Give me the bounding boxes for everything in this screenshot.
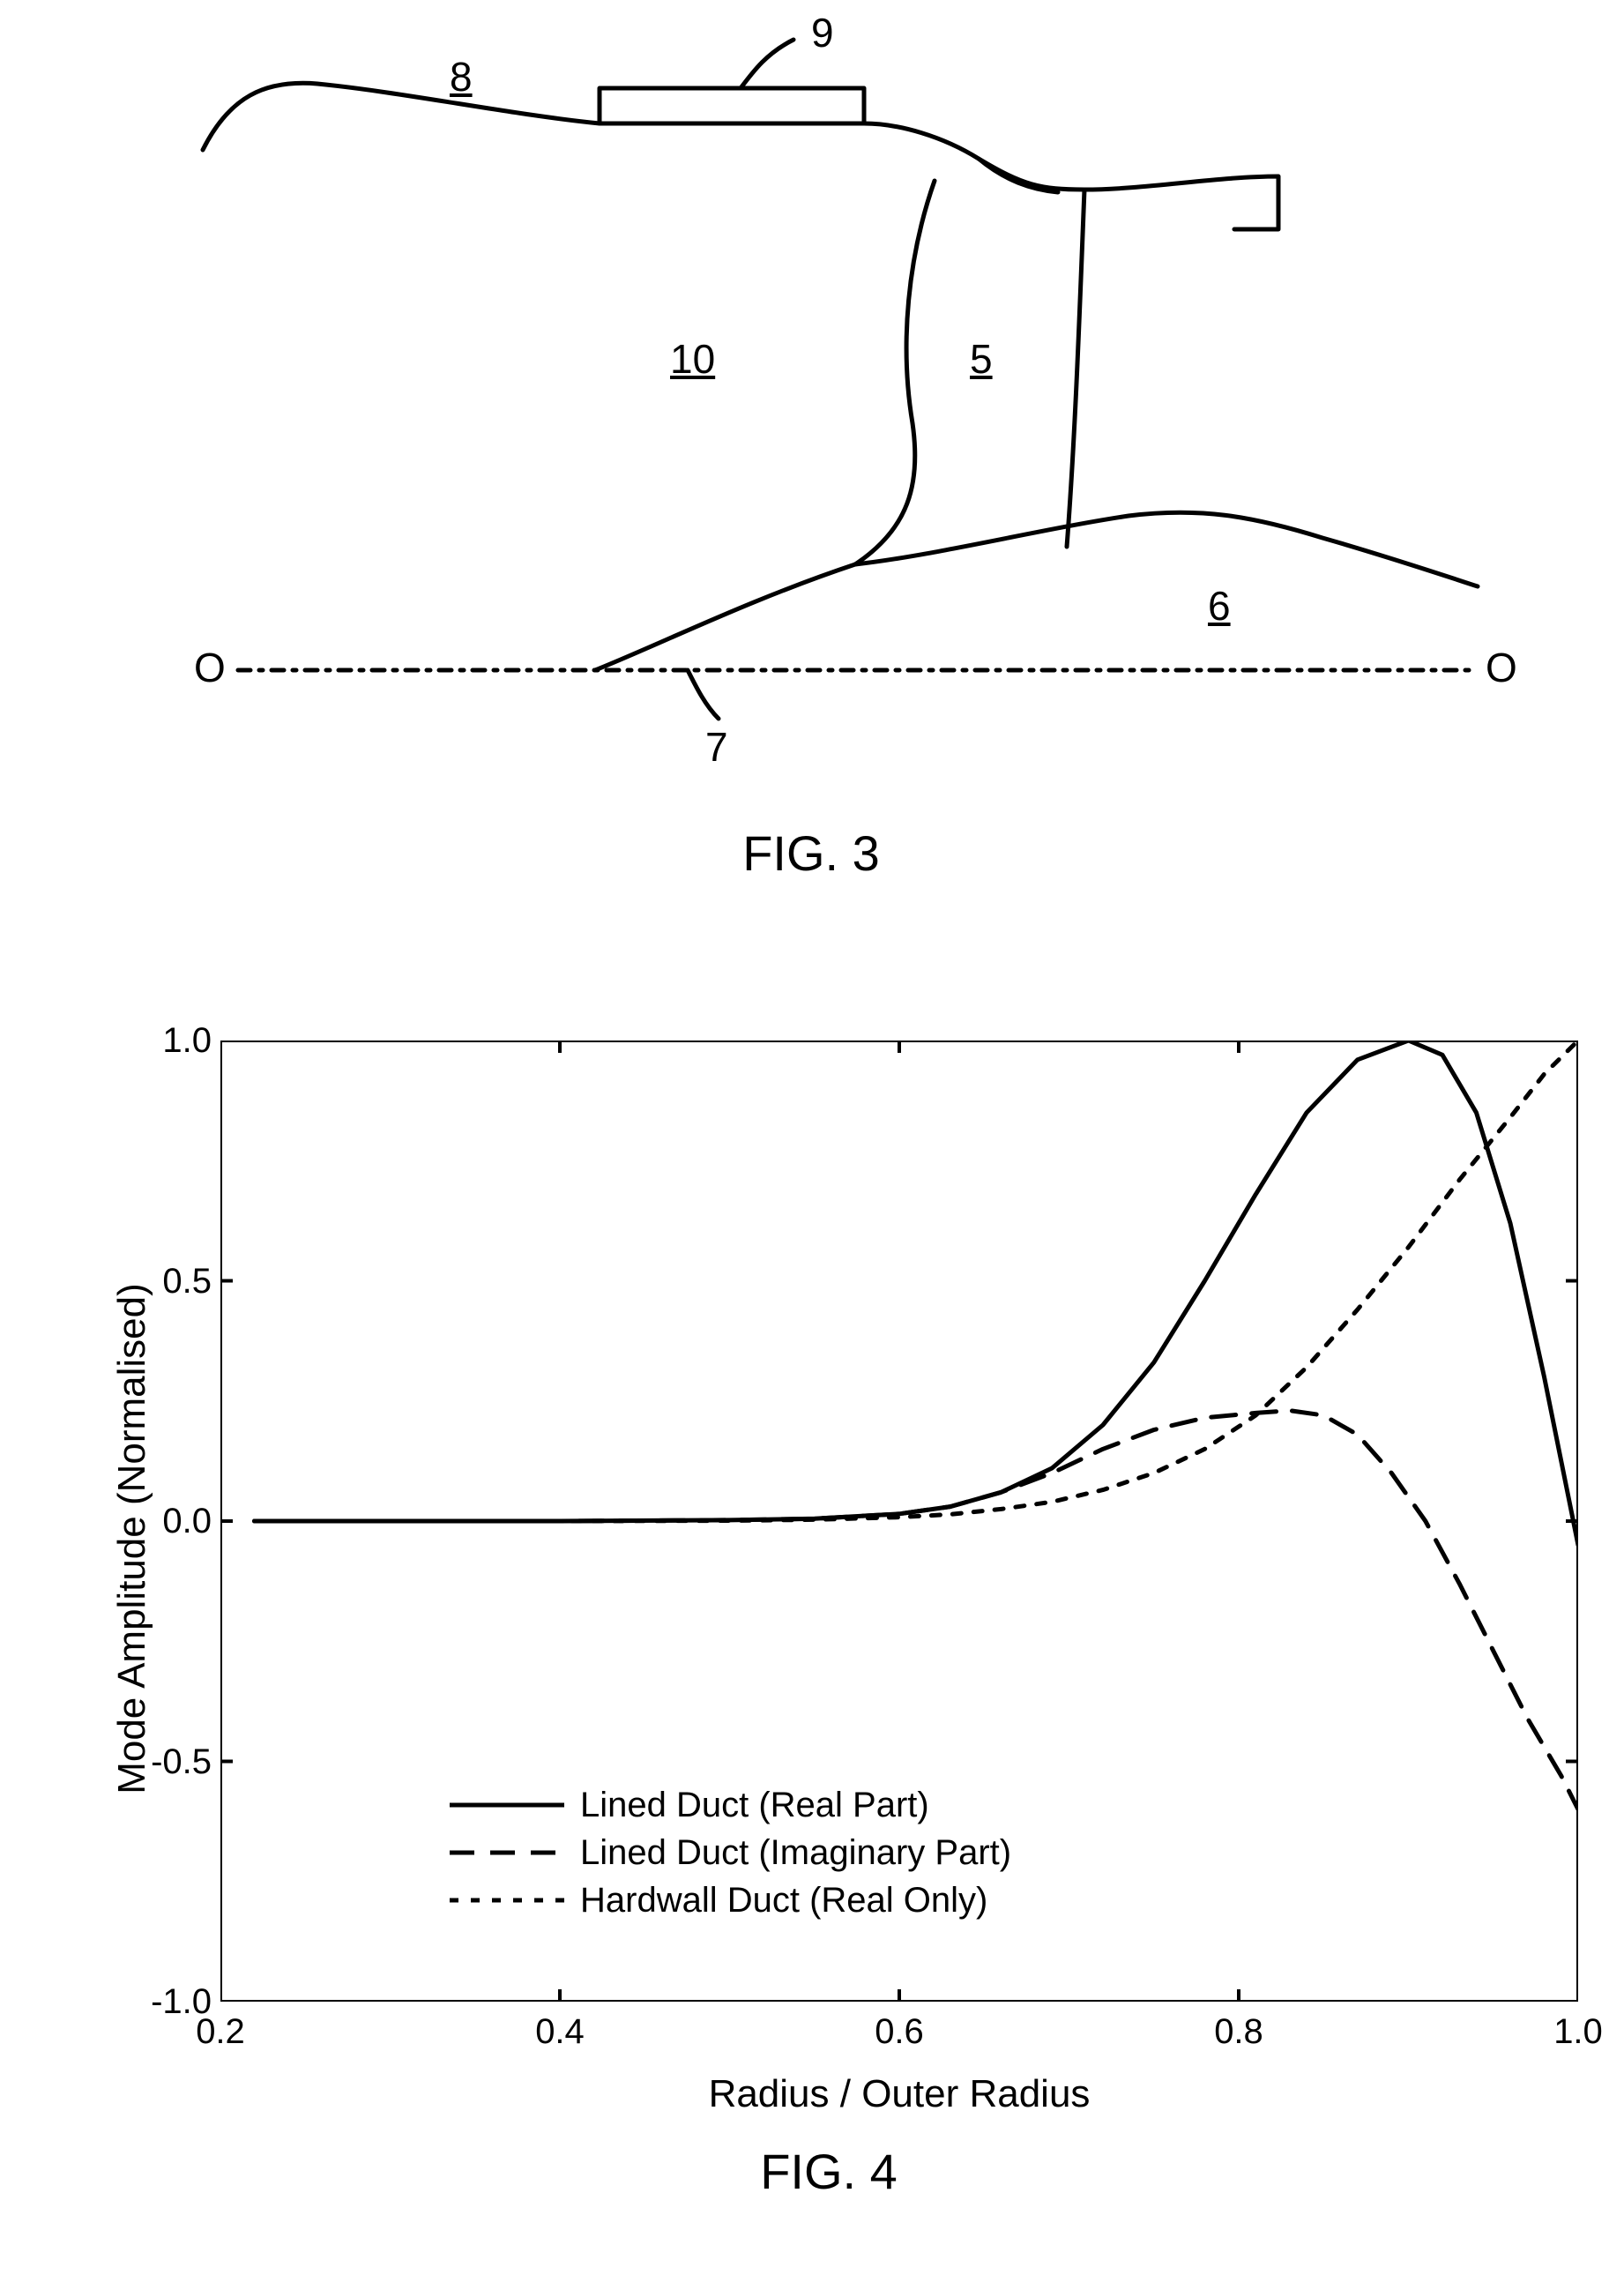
fig3-label: FIG. 3 — [88, 824, 1534, 882]
legend-label: Hardwall Duct (Real Only) — [580, 1881, 987, 1921]
ytick-label: -0.5 — [115, 1742, 212, 1782]
legend-row: Lined Duct (Real Part) — [450, 1781, 1011, 1829]
ytick-label: 0.0 — [115, 1502, 212, 1541]
legend-swatch — [450, 1835, 564, 1870]
xtick-label: 0.2 — [185, 2012, 256, 2052]
legend-row: Lined Duct (Imaginary Part) — [450, 1829, 1011, 1876]
xtick-label: 1.0 — [1543, 2012, 1613, 2052]
ref-7: 7 — [705, 723, 728, 771]
xtick-label: 0.8 — [1203, 2012, 1274, 2052]
fig4-label: FIG. 4 — [88, 2143, 1569, 2200]
fig4-legend: Lined Duct (Real Part) Lined Duct (Imagin… — [450, 1781, 1011, 1924]
ref-9: 9 — [811, 9, 834, 56]
ytick-label: 0.5 — [115, 1262, 212, 1302]
legend-label: Lined Duct (Imaginary Part) — [580, 1833, 1011, 1873]
legend-swatch — [450, 1883, 564, 1918]
legend-label: Lined Duct (Real Part) — [580, 1786, 929, 1825]
ref-8: 8 — [450, 53, 473, 101]
ref-O-left: O — [194, 644, 226, 691]
legend-row: Hardwall Duct (Real Only) — [450, 1876, 1011, 1924]
fig4-plot: Lined Duct (Real Part) Lined Duct (Imagin… — [220, 1041, 1578, 2002]
ref-6: 6 — [1208, 582, 1231, 630]
ref-10: 10 — [670, 335, 715, 383]
ref-O-right: O — [1486, 644, 1517, 691]
fig4-xlabel: Radius / Outer Radius — [220, 2072, 1578, 2116]
xtick-label: 0.6 — [864, 2012, 935, 2052]
legend-swatch — [450, 1787, 564, 1823]
fig3-container: 8 9 10 5 6 7 O O FIG. 3 — [88, 35, 1534, 882]
ref-5: 5 — [970, 335, 993, 383]
fig3-svg — [88, 35, 1534, 811]
ytick-label: 1.0 — [115, 1021, 212, 1061]
xtick-label: 0.4 — [525, 2012, 595, 2052]
